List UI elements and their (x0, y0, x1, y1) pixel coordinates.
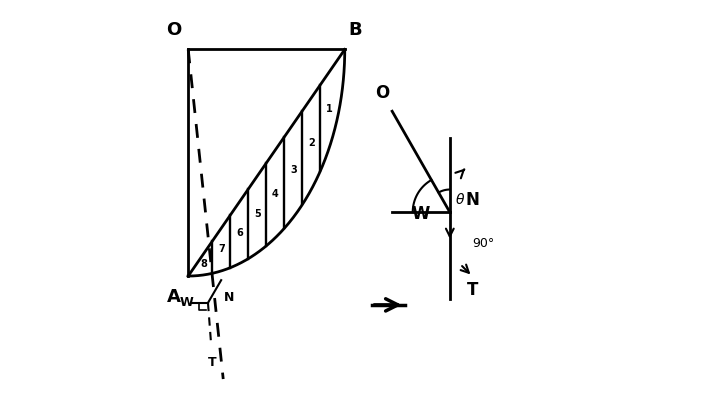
Text: 90°: 90° (472, 236, 495, 250)
Text: T: T (467, 281, 478, 300)
Text: $\theta$: $\theta$ (455, 192, 465, 207)
Text: 4: 4 (272, 189, 279, 199)
Text: O: O (166, 21, 181, 39)
Text: 3: 3 (290, 165, 297, 176)
Text: 5: 5 (254, 209, 261, 219)
Text: N: N (225, 291, 234, 304)
Text: 1: 1 (326, 104, 333, 114)
Text: W: W (179, 296, 193, 309)
Text: 2: 2 (308, 138, 315, 148)
Text: O: O (375, 84, 389, 102)
Text: T: T (208, 356, 217, 369)
Text: 7: 7 (218, 244, 225, 254)
Text: 6: 6 (236, 228, 243, 238)
Text: W: W (412, 205, 430, 223)
Text: 8: 8 (200, 260, 207, 269)
Text: B: B (348, 21, 362, 39)
Text: N: N (465, 191, 479, 209)
Text: A: A (167, 288, 181, 307)
